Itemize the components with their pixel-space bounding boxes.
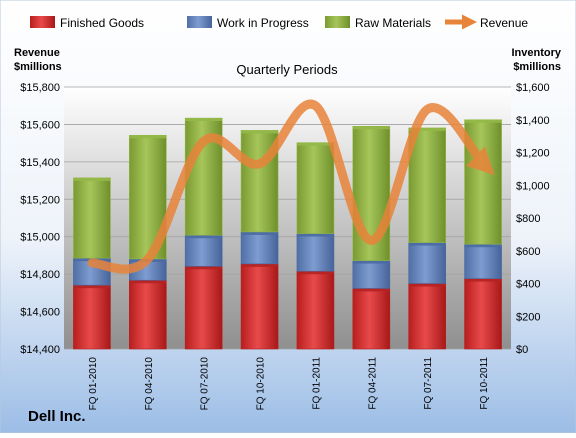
legend-label-work-in-progress: Work in Progress bbox=[217, 16, 309, 30]
bar-top-raw-materials bbox=[353, 126, 390, 129]
bar-top-work-in-progress bbox=[185, 235, 222, 238]
left-tick-label: $15,400 bbox=[20, 157, 60, 169]
x-tick-label: FQ 04-2010 bbox=[144, 357, 155, 411]
legend-swatch-finished-goods bbox=[30, 16, 55, 28]
right-tick-label: $0 bbox=[516, 344, 528, 356]
bar-top-finished-goods bbox=[297, 271, 334, 274]
left-tick-label: $14,400 bbox=[20, 344, 60, 356]
x-tick-label: FQ 07-2010 bbox=[200, 357, 211, 411]
bar-finished-goods bbox=[353, 288, 390, 349]
bar-top-finished-goods bbox=[185, 266, 222, 269]
bar-finished-goods bbox=[185, 266, 222, 349]
legend-item-finished-goods: Finished Goods bbox=[30, 16, 144, 30]
bar-work-in-progress bbox=[465, 244, 502, 278]
right-tick-label: $1,400 bbox=[516, 115, 550, 127]
right-tick-label: $400 bbox=[516, 279, 540, 291]
bar-top-work-in-progress bbox=[409, 243, 446, 246]
bar-finished-goods bbox=[409, 284, 446, 350]
bar-top-finished-goods bbox=[409, 284, 446, 287]
chart-subtitle: Quarterly Periods bbox=[236, 62, 338, 77]
bar-top-work-in-progress bbox=[241, 232, 278, 235]
right-tick-label: $800 bbox=[516, 213, 540, 225]
legend-label-finished-goods: Finished Goods bbox=[60, 16, 144, 30]
bar-finished-goods bbox=[241, 264, 278, 349]
bar-work-in-progress bbox=[409, 243, 446, 284]
right-tick-label: $200 bbox=[516, 311, 540, 323]
left-tick-label: $14,600 bbox=[20, 307, 60, 319]
company-name: Dell Inc. bbox=[28, 408, 86, 425]
bar-work-in-progress bbox=[353, 261, 390, 289]
left-tick-label: $15,600 bbox=[20, 119, 60, 131]
legend-item-raw-materials: Raw Materials bbox=[325, 16, 431, 30]
x-tick-label: FQ 04-2011 bbox=[367, 357, 378, 410]
bar-top-raw-materials bbox=[129, 135, 166, 138]
bar-top-work-in-progress bbox=[297, 234, 334, 237]
bar-finished-goods bbox=[297, 271, 334, 349]
bar-work-in-progress bbox=[241, 232, 278, 264]
bar-top-finished-goods bbox=[73, 285, 110, 288]
right-tick-label: $1,600 bbox=[516, 82, 550, 94]
left-tick-label: $15,000 bbox=[20, 232, 60, 244]
bar-top-finished-goods bbox=[353, 288, 390, 291]
bar-top-work-in-progress bbox=[353, 261, 390, 264]
bar-finished-goods bbox=[73, 285, 110, 349]
bar-top-finished-goods bbox=[241, 264, 278, 267]
legend-swatch-work-in-progress bbox=[187, 16, 212, 28]
bar-finished-goods bbox=[129, 280, 166, 349]
bar-top-raw-materials bbox=[465, 120, 502, 123]
left-axis-title-line2: $millions bbox=[14, 61, 62, 73]
right-axis-title-line1: Inventory bbox=[511, 47, 561, 59]
bar-work-in-progress bbox=[297, 234, 334, 272]
x-tick-label: FQ 07-2011 bbox=[423, 357, 434, 410]
bar-top-work-in-progress bbox=[465, 244, 502, 247]
bar-raw-materials bbox=[297, 143, 334, 234]
bar-top-raw-materials bbox=[185, 118, 222, 121]
x-tick-label: FQ 10-2011 bbox=[479, 357, 490, 410]
right-axis-title-line2: $millions bbox=[513, 61, 561, 73]
bar-work-in-progress bbox=[185, 235, 222, 266]
x-tick-label: FQ 01-2011 bbox=[311, 357, 322, 410]
legend-item-work-in-progress: Work in Progress bbox=[187, 16, 309, 30]
bar-top-raw-materials bbox=[241, 130, 278, 133]
right-tick-label: $1,000 bbox=[516, 180, 550, 192]
left-tick-label: $15,200 bbox=[20, 194, 60, 206]
x-tick-label: FQ 10-2010 bbox=[256, 357, 267, 411]
right-tick-label: $600 bbox=[516, 246, 540, 258]
bar-top-finished-goods bbox=[129, 280, 166, 283]
legend-label-raw-materials: Raw Materials bbox=[355, 16, 431, 30]
legend-label-revenue: Revenue bbox=[480, 16, 528, 30]
left-axis-title-line1: Revenue bbox=[14, 47, 60, 59]
legend-swatch-raw-materials bbox=[325, 16, 350, 28]
bar-top-raw-materials bbox=[73, 178, 110, 181]
x-tick-label: FQ 01-2010 bbox=[88, 357, 99, 411]
left-tick-label: $15,800 bbox=[20, 82, 60, 94]
bar-finished-goods bbox=[465, 279, 502, 349]
bar-top-finished-goods bbox=[465, 279, 502, 282]
right-tick-label: $1,200 bbox=[516, 148, 550, 160]
bar-raw-materials bbox=[73, 178, 110, 258]
left-tick-label: $14,800 bbox=[20, 269, 60, 281]
